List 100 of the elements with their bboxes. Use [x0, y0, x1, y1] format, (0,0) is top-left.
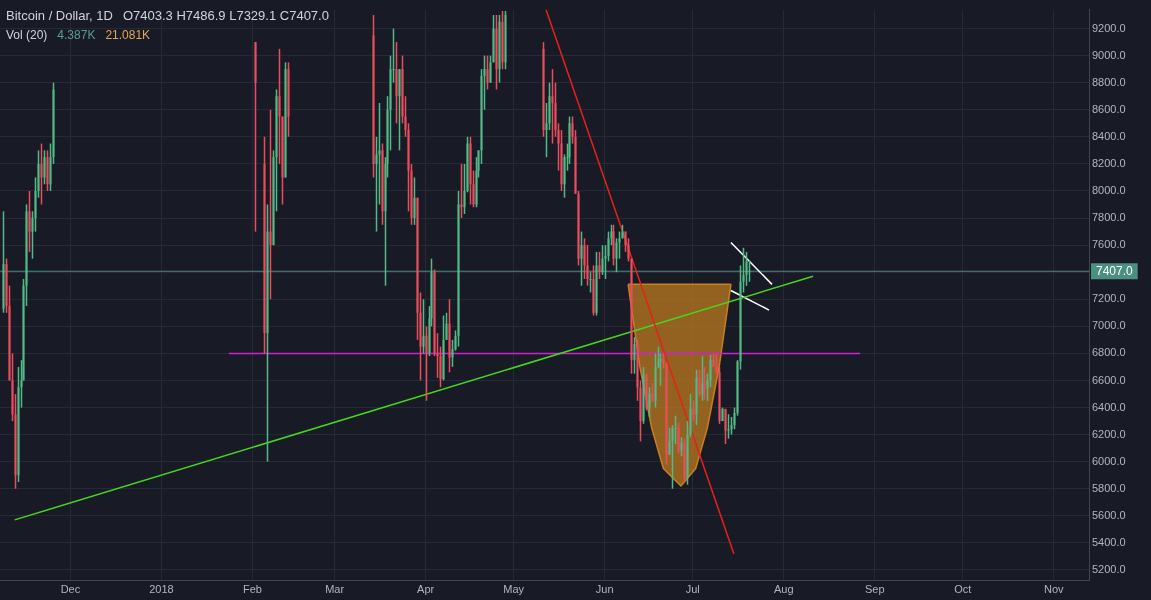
- candlestick: [498, 14, 501, 84]
- y-tick-label: 7600.0: [1092, 238, 1126, 251]
- candlestick: [724, 408, 727, 445]
- y-tick-label: 8200.0: [1092, 156, 1126, 169]
- y-tick-label: 8800.0: [1092, 75, 1126, 88]
- y-tick-label: 8400.0: [1092, 129, 1126, 142]
- candlestick: [571, 115, 574, 145]
- candlestick: [469, 136, 472, 206]
- candlestick: [5, 257, 8, 314]
- y-tick-label: 6400.0: [1092, 400, 1126, 413]
- x-tick-label: Mar: [325, 583, 345, 596]
- candlestick: [701, 355, 704, 402]
- candlestick: [381, 142, 384, 226]
- y-tick-label: 6200.0: [1092, 427, 1126, 440]
- chart-title: Bitcoin / Dollar, 1D: [6, 8, 113, 23]
- candlestick: [580, 230, 583, 287]
- candlestick: [501, 10, 504, 70]
- annotation: O7403.3 H7486.9 L7329.1 C7407.0: [122, 8, 329, 23]
- candlestick: [263, 136, 266, 355]
- candlestick: [598, 251, 601, 280]
- candlestick: [721, 406, 724, 422]
- candlestick: [592, 264, 595, 317]
- x-tick-label: Oct: [954, 583, 972, 596]
- candlestick: [586, 244, 589, 287]
- candlestick: [278, 48, 281, 165]
- y-tick-label: 5200.0: [1092, 563, 1126, 575]
- candlestick: [651, 382, 654, 403]
- candlestick: [40, 142, 43, 206]
- candlestick: [422, 298, 425, 355]
- candlestick: [633, 336, 636, 375]
- candlestick: [718, 366, 721, 425]
- y-tick-label: 6600.0: [1092, 373, 1126, 386]
- candlestick: [698, 368, 701, 398]
- ref-line-label: 7407.0: [1096, 263, 1134, 278]
- x-tick-label: Dec: [60, 583, 81, 596]
- candlestick: [395, 41, 398, 125]
- candlestick: [504, 10, 507, 70]
- y-tick-label: 9200.0: [1092, 21, 1126, 34]
- candlestick: [727, 413, 730, 440]
- x-tick-label: May: [503, 583, 525, 596]
- y-tick-label: 7800.0: [1092, 211, 1126, 224]
- candlestick: [266, 203, 269, 463]
- y-tick-label: 5400.0: [1092, 535, 1126, 548]
- y-tick-label: 7200.0: [1092, 292, 1126, 305]
- x-tick-label: Sep: [864, 583, 885, 596]
- y-tick-label: 6800.0: [1092, 346, 1126, 359]
- candlestick: [680, 436, 683, 458]
- candlestick: [683, 437, 686, 483]
- candlestick: [43, 149, 46, 185]
- candlestick: [745, 251, 748, 287]
- candlestick: [589, 271, 592, 294]
- candlestick: [692, 400, 695, 422]
- candlestick: [2, 210, 5, 314]
- candlestick: [448, 298, 451, 374]
- y-tick-label: 5600.0: [1092, 508, 1126, 521]
- candlestick: [695, 368, 698, 426]
- candlestick: [398, 68, 401, 152]
- y-tick-label: 8000.0: [1092, 184, 1126, 197]
- candlestick: [492, 14, 495, 64]
- candlestick: [378, 102, 381, 206]
- candlestick: [413, 176, 416, 226]
- candlestick: [709, 354, 712, 388]
- candlestick: [46, 149, 49, 192]
- candlestick: [642, 366, 645, 425]
- y-tick-label: 6000.0: [1092, 454, 1126, 467]
- candlestick: [648, 386, 651, 418]
- x-tick-label: Jul: [685, 583, 700, 596]
- candlestick: [595, 251, 598, 317]
- candlestick: [269, 109, 272, 301]
- x-tick-label: Jun: [595, 583, 614, 596]
- candlestick: [457, 190, 460, 348]
- candlestick: [748, 259, 751, 283]
- candlestick: [601, 244, 604, 276]
- candlestick: [548, 81, 551, 131]
- y-tick-label: 7000.0: [1092, 319, 1126, 332]
- x-tick-label: Apr: [417, 583, 435, 596]
- candlestick: [486, 54, 489, 91]
- annotation: 4.387K: [57, 28, 96, 42]
- candlestick: [442, 314, 445, 382]
- candlestick: [542, 41, 545, 138]
- x-tick-label: Aug: [773, 583, 794, 596]
- annotation: 21.081K: [105, 28, 151, 42]
- candlestick: [674, 414, 677, 445]
- x-tick-label: Feb: [242, 583, 262, 596]
- y-tick-label: 8600.0: [1092, 102, 1126, 115]
- y-tick-label: 9000.0: [1092, 48, 1126, 61]
- candlestick: [425, 325, 428, 402]
- annotation: Vol (20): [6, 28, 48, 42]
- y-tick-label: 5800.0: [1092, 481, 1126, 494]
- candlestick: [677, 421, 680, 455]
- candlestick: [665, 362, 668, 466]
- candlestick: [28, 190, 31, 253]
- x-tick-label: 2018: [149, 583, 174, 596]
- candlestick: [645, 372, 648, 411]
- candlestick: [551, 68, 554, 145]
- candlestick: [439, 345, 442, 388]
- candlestick: [372, 14, 375, 179]
- x-tick-label: Nov: [1043, 583, 1065, 596]
- candlestick: [630, 257, 633, 375]
- candlestick: [287, 61, 290, 138]
